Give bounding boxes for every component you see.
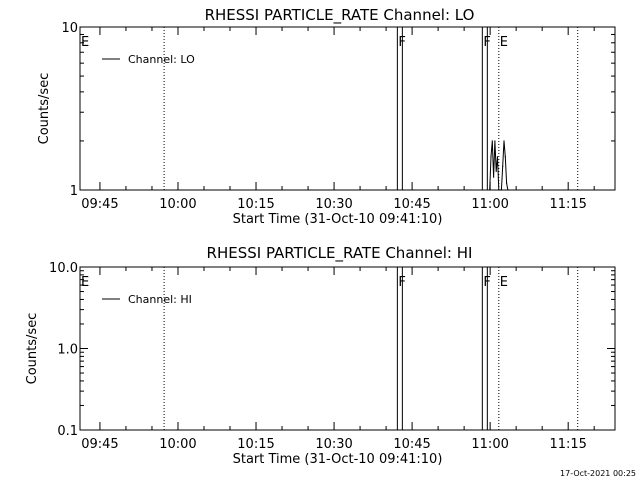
flag-label-e: E	[500, 35, 508, 50]
data-point	[507, 189, 509, 191]
legend-label: Channel: HI	[128, 293, 192, 306]
x-tick-label: 11:00	[471, 437, 508, 452]
x-axis-title: Start Time (31-Oct-10 09:41:10)	[233, 452, 443, 467]
data-point	[503, 140, 505, 142]
data-point	[493, 176, 495, 178]
data-point	[496, 156, 499, 158]
x-tick-label: 10:00	[159, 437, 196, 452]
data-point	[504, 156, 506, 158]
data-point	[490, 156, 492, 158]
data-point	[494, 140, 496, 142]
data-point	[489, 189, 491, 191]
x-tick-label: 10:45	[393, 197, 430, 212]
flag-label-f: F	[398, 35, 405, 50]
y-tick-label: 1.0	[57, 343, 78, 358]
flag-label-e: E	[81, 35, 89, 50]
flag-label-f: F	[483, 275, 490, 290]
x-tick-label: 10:15	[237, 437, 274, 452]
x-tick-label: 09:45	[81, 437, 118, 452]
chart-title: RHESSI PARTICLE_RATE Channel: HI	[207, 244, 473, 263]
x-tick-label: 09:45	[81, 197, 118, 212]
footer-timestamp: 17-Oct-2021 00:25	[560, 469, 636, 478]
x-tick-label: 10:15	[237, 197, 274, 212]
y-tick-label: 10	[61, 21, 78, 36]
data-point	[495, 170, 497, 173]
hi-channel-panel: RHESSI PARTICLE_RATE Channel: HI 0.1 1.0 10…	[25, 244, 616, 467]
data-point	[491, 140, 493, 142]
x-tick-label: 10:00	[159, 197, 196, 212]
flag-label-f: F	[483, 35, 490, 50]
y-tick-label: 10.0	[49, 261, 78, 276]
data-point	[506, 182, 508, 184]
y-axis-title: Counts/sec	[37, 73, 52, 145]
data-point	[498, 189, 500, 191]
y-tick-label: 0.1	[57, 424, 78, 439]
data-point	[499, 189, 501, 191]
x-axis-title: Start Time (31-Oct-10 09:41:10)	[233, 212, 443, 227]
y-tick-label: 1	[70, 184, 78, 199]
x-tick-label: 10:30	[315, 197, 352, 212]
x-tick-label: 10:30	[315, 437, 352, 452]
x-tick-label: 11:15	[549, 197, 586, 212]
x-tick-label: 11:15	[549, 437, 586, 452]
x-tick-label: 10:45	[393, 437, 430, 452]
flag-label-e: E	[81, 275, 89, 290]
x-tick-label: 11:00	[471, 197, 508, 212]
chart-title: RHESSI PARTICLE_RATE Channel: LO	[205, 6, 475, 25]
plot-frame	[79, 266, 616, 431]
plot-frame	[79, 26, 616, 191]
data-point	[500, 189, 503, 191]
y-axis-title: Counts/sec	[25, 313, 40, 385]
legend-label: Channel: LO	[128, 53, 195, 66]
flag-label-f: F	[398, 275, 405, 290]
data-point	[502, 165, 504, 167]
flag-label-e: E	[500, 275, 508, 290]
lo-channel-panel: RHESSI PARTICLE_RATE Channel: LO 1 10 09:45…	[37, 6, 616, 227]
